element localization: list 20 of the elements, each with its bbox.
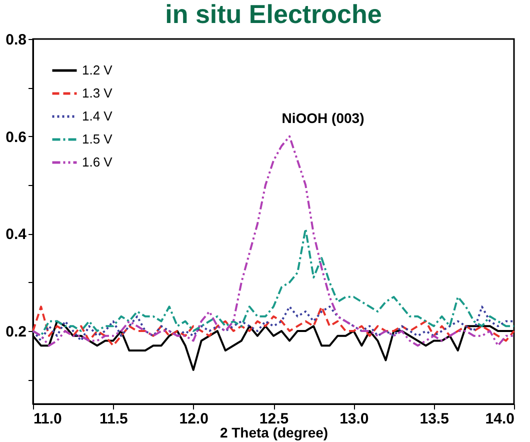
annotation: NiOOH (003) [282,110,364,126]
legend-label: 1.5 V [82,132,113,146]
line-series [32,135,515,347]
x-tick-label: 12.0 [179,410,208,428]
chart-title: in situ Electroche [165,0,382,29]
y-tick-label: 0.8 [6,32,26,48]
y-tick-label: 0.4 [6,226,28,244]
y-tick-label: 0.2 [6,324,26,340]
legend-label: 1.6 V [82,154,113,170]
legend-label: 1.2 V [82,62,113,78]
legend-label: 1.3 V [82,86,113,100]
legend-label: 1.4 V [82,108,113,124]
y-tick-label: 0.6 [6,128,26,146]
x-tick-label: 11.0 [34,410,62,428]
x-tick-label: 11.5 [99,410,128,428]
x-tick-label: 13.0 [340,410,369,428]
x-axis-title: 2 Theta (degree) [220,424,328,440]
x-tick-label: 14.0 [485,410,514,428]
x-tick-label: 13.5 [420,410,449,428]
x-tick-label: 12.5 [259,410,289,428]
